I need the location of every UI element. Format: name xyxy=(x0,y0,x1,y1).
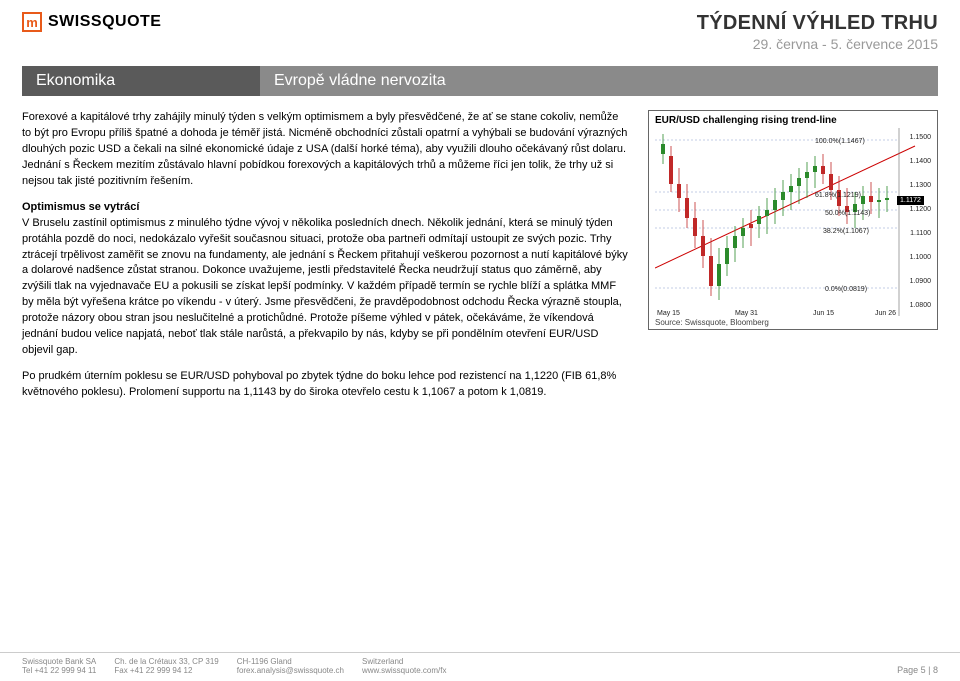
page-header: m SWISSQUOTE TÝDENNÍ VÝHLED TRHU 29. čer… xyxy=(22,12,938,52)
report-date: 29. června - 5. července 2015 xyxy=(697,36,938,52)
y-axis-label: 1.1100 xyxy=(910,230,931,237)
paragraph-2-text: V Bruselu zastínil optimismus z minulého… xyxy=(22,217,628,357)
footer-col-3: CH-1196 Gland forex.analysis@swissquote.… xyxy=(237,657,344,675)
section-bar: Ekonomika Evropě vládne nervozita xyxy=(22,66,938,96)
section-headline: Evropě vládne nervozita xyxy=(260,66,938,96)
y-axis-label: 1.1200 xyxy=(910,206,931,213)
y-axis-label: 1.1000 xyxy=(910,254,931,261)
paragraph-2: Optimismus se vytrácí V Bruselu zastínil… xyxy=(22,200,630,359)
chart-source: Source: Swissquote, Bloomberg xyxy=(655,318,931,327)
subheading: Optimismus se vytrácí xyxy=(22,201,139,213)
price-badge: 1.1172 xyxy=(897,196,924,205)
header-right: TÝDENNÍ VÝHLED TRHU 29. června - 5. červ… xyxy=(697,12,938,52)
chart-column: EUR/USD challenging rising trend-line 1.… xyxy=(648,110,938,411)
chart-area: 1.1500 1.1400 1.1300 1.1200 1.1100 1.1000 1.09… xyxy=(655,128,931,316)
footer-email: forex.analysis@swissquote.ch xyxy=(237,666,344,675)
logo-icon: m xyxy=(22,12,42,32)
paragraph-1: Forexové a kapitálové trhy zahájily minu… xyxy=(22,110,630,190)
footer-country: Switzerland xyxy=(362,657,446,666)
chart-box: EUR/USD challenging rising trend-line 1.… xyxy=(648,110,938,330)
footer-url: www.swissquote.com/fx xyxy=(362,666,446,675)
brand-logo: m SWISSQUOTE xyxy=(22,12,161,32)
footer-tel: Tel +41 22 999 94 11 xyxy=(22,666,96,675)
footer-col-1: Swissquote Bank SA Tel +41 22 999 94 11 xyxy=(22,657,96,675)
fib-annotation: 61.8%(1.1219) xyxy=(815,192,861,199)
y-axis-label: 1.1500 xyxy=(910,134,931,141)
chart-title: EUR/USD challenging rising trend-line xyxy=(655,115,931,126)
y-axis-label: 1.1400 xyxy=(910,158,931,165)
content: Forexové a kapitálové trhy zahájily minu… xyxy=(22,110,938,411)
report-title: TÝDENNÍ VÝHLED TRHU xyxy=(697,12,938,35)
y-axis-label: 1.1300 xyxy=(910,182,931,189)
footer-city: CH-1196 Gland xyxy=(237,657,344,666)
y-axis-label: 1.0900 xyxy=(910,278,931,285)
fib-annotation: 38.2%(1.1067) xyxy=(823,228,869,235)
page-number: Page 5 | 8 xyxy=(897,665,938,675)
x-axis-label: Jun 15 xyxy=(813,310,834,317)
footer-col-4: Switzerland www.swissquote.com/fx xyxy=(362,657,446,675)
page-footer: Swissquote Bank SA Tel +41 22 999 94 11 … xyxy=(0,652,960,681)
fib-annotation: 0.0%(0.0819) xyxy=(825,286,867,293)
footer-fax: Fax +41 22 999 94 12 xyxy=(114,666,218,675)
candlestick-svg xyxy=(655,128,931,316)
x-axis-label: May 15 xyxy=(657,310,680,317)
footer-company: Swissquote Bank SA xyxy=(22,657,96,666)
logo-text: SWISSQUOTE xyxy=(48,13,161,31)
section-label: Ekonomika xyxy=(22,66,260,96)
article-body: Forexové a kapitálové trhy zahájily minu… xyxy=(22,110,630,411)
paragraph-3: Po prudkém úterním poklesu se EUR/USD po… xyxy=(22,369,630,401)
fib-annotation: 50.0%(1.1143) xyxy=(825,210,870,217)
footer-address: Ch. de la Crétaux 33, CP 319 xyxy=(114,657,218,666)
footer-col-2: Ch. de la Crétaux 33, CP 319 Fax +41 22 … xyxy=(114,657,218,675)
y-axis-label: 1.0800 xyxy=(910,302,931,309)
fib-annotation: 100.0%(1.1467) xyxy=(815,138,865,145)
x-axis-label: May 31 xyxy=(735,310,758,317)
x-axis-label: Jun 26 xyxy=(875,310,896,317)
